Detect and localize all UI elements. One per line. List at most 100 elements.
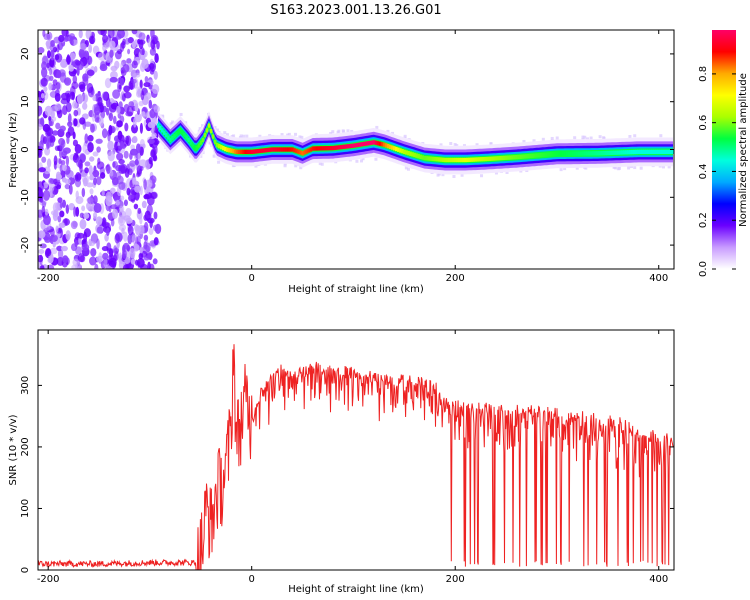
ridge-core xyxy=(289,147,292,152)
halo-speck xyxy=(404,166,408,170)
halo-speck xyxy=(299,166,303,170)
noise-blob xyxy=(143,221,149,233)
halo-speck xyxy=(494,171,498,175)
ridge-core xyxy=(472,157,475,162)
noise-blob xyxy=(125,217,133,224)
noise-blob xyxy=(68,65,75,72)
noise-blob xyxy=(64,218,68,226)
noise-blob xyxy=(141,200,147,209)
halo-speck xyxy=(217,160,221,164)
ridge-core xyxy=(291,147,294,152)
noise-blob xyxy=(40,77,48,87)
noise-blob xyxy=(81,93,89,104)
noise-blob xyxy=(38,105,43,117)
ridge-core xyxy=(167,135,170,140)
halo-speck xyxy=(298,135,302,139)
ridge-core xyxy=(641,149,644,155)
noise-blob xyxy=(48,115,52,121)
noise-blob xyxy=(52,79,58,86)
noise-blob xyxy=(57,197,63,203)
ridge-core xyxy=(671,149,674,155)
ridge-core xyxy=(466,157,469,163)
noise-blob xyxy=(43,33,51,41)
noise-blob xyxy=(68,33,75,40)
noise-blob xyxy=(117,130,123,141)
noise-blob xyxy=(143,178,147,190)
colorbar-tick-label: 0.8 xyxy=(698,66,709,82)
ridge-core xyxy=(268,147,272,152)
noise-blob xyxy=(108,124,113,136)
colorbar: 0.0 0.2 0.4 0.6 0.8 Normalized spectral ampl… xyxy=(698,30,749,277)
ridge-core xyxy=(403,149,406,155)
ridge-core xyxy=(559,151,563,156)
ridge-core xyxy=(661,149,665,155)
noise-blob xyxy=(38,167,46,173)
ridge-core xyxy=(415,153,418,158)
halo-speck xyxy=(633,166,637,170)
noise-blob xyxy=(52,130,59,136)
noise-blob xyxy=(123,91,132,99)
halo-speck xyxy=(630,165,634,169)
ridge-core xyxy=(244,149,247,155)
noise-blob xyxy=(81,205,86,212)
noise-blob xyxy=(92,95,97,102)
ridge-core xyxy=(627,150,630,155)
noise-blob xyxy=(87,142,94,153)
noise-blob xyxy=(135,259,139,266)
ridge-core xyxy=(207,123,211,128)
x-tick-label: 0 xyxy=(249,273,255,284)
ridge-core xyxy=(437,157,441,162)
ridge-core xyxy=(340,144,343,150)
ridge-core xyxy=(584,151,587,156)
noise-blob xyxy=(154,53,159,64)
ridge-core xyxy=(366,141,370,146)
ridge-core xyxy=(441,157,445,162)
ridge-core xyxy=(529,153,532,159)
noise-blob xyxy=(38,181,45,192)
ridge-core xyxy=(580,151,583,156)
ridge-core xyxy=(169,137,172,143)
ridge-core xyxy=(281,147,284,152)
ridge-core xyxy=(189,140,193,145)
ridge-core xyxy=(629,150,632,155)
noise-blob xyxy=(138,252,144,260)
noise-blob xyxy=(38,230,46,239)
noise-blob xyxy=(53,209,59,218)
halo-speck xyxy=(559,168,563,172)
noise-blob xyxy=(149,63,155,70)
ridge-core xyxy=(386,144,390,149)
noise-blob xyxy=(130,144,135,150)
noise-blob xyxy=(82,143,87,154)
noise-blob xyxy=(148,251,153,261)
noise-blob xyxy=(124,256,131,265)
colorbar-tick-label: 0.6 xyxy=(698,115,709,131)
noise-blob xyxy=(94,106,101,116)
ridge-core xyxy=(553,151,557,157)
noise-blob xyxy=(126,58,132,64)
halo-speck xyxy=(337,129,341,133)
noise-blob xyxy=(39,139,44,150)
ridge-core xyxy=(669,149,673,155)
halo-speck xyxy=(639,166,643,170)
noise-blob xyxy=(67,121,73,128)
noise-blob xyxy=(76,93,84,105)
noise-blob xyxy=(93,203,102,214)
noise-blob xyxy=(137,257,145,268)
ridge-core xyxy=(197,143,201,148)
ridge-core xyxy=(541,152,545,158)
noise-blob xyxy=(131,41,137,49)
halo-speck xyxy=(283,162,287,166)
ridge-core xyxy=(655,149,659,155)
halo-speck xyxy=(522,139,526,143)
halo-speck xyxy=(455,144,459,148)
noise-blob xyxy=(74,173,79,182)
ridge-core xyxy=(205,128,209,133)
noise-blob xyxy=(139,122,143,134)
noise-blob xyxy=(81,174,90,184)
noise-blob xyxy=(86,182,94,188)
ridge-core xyxy=(258,148,262,154)
noise-blob xyxy=(46,50,51,59)
x-tick-label: 200 xyxy=(446,273,465,284)
ridge-core xyxy=(610,150,614,155)
noise-blob xyxy=(119,77,125,86)
